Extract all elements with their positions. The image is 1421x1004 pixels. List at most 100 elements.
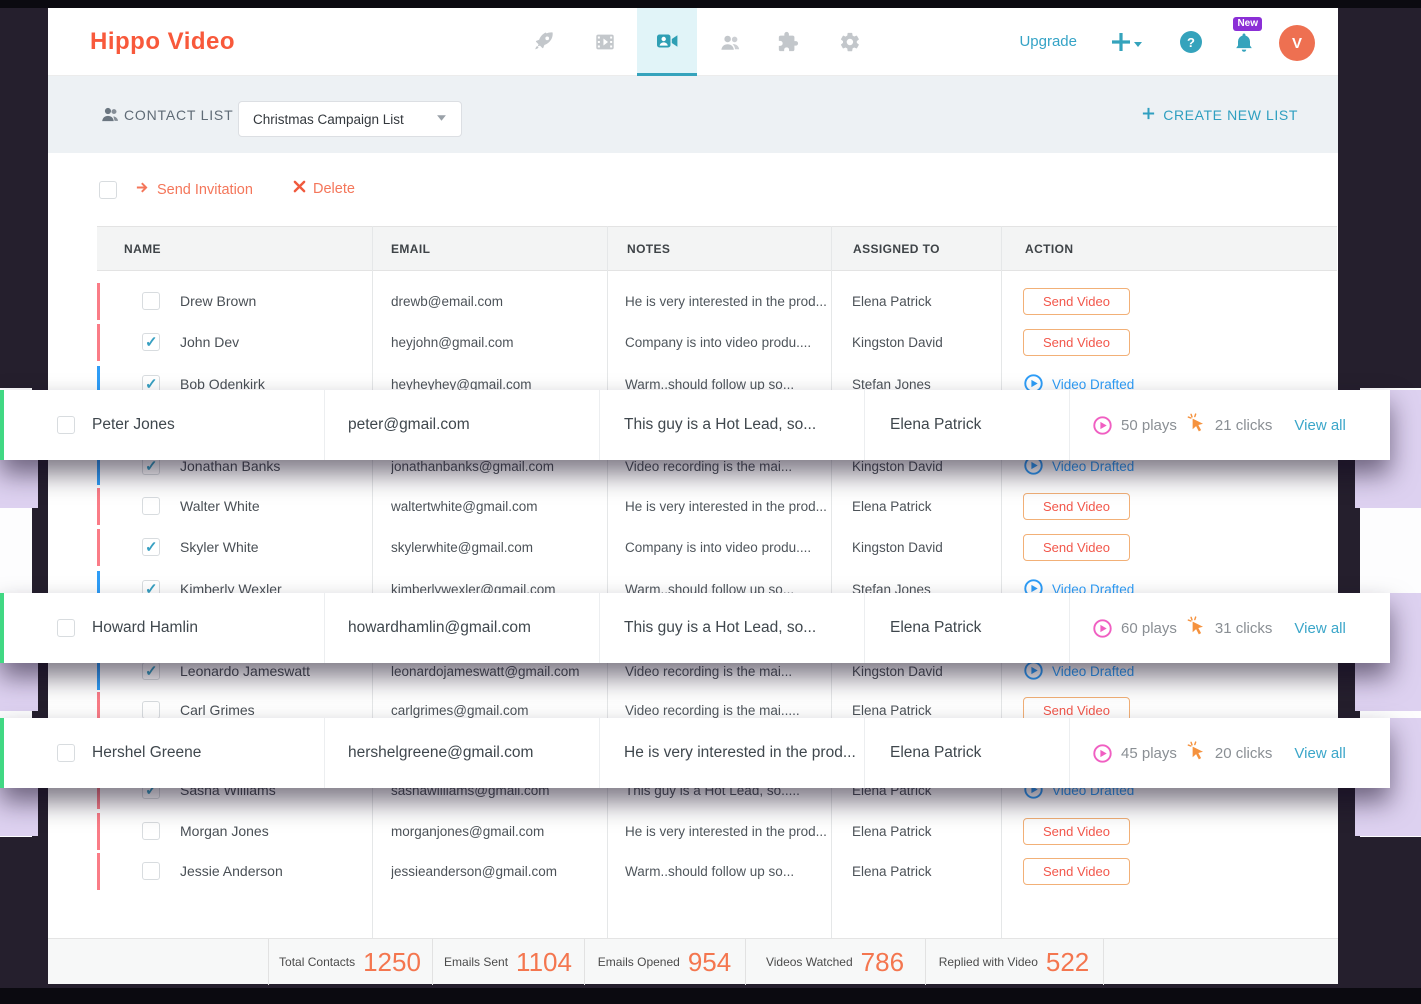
nav-tab-teams[interactable]: [700, 8, 760, 76]
column-divider: [864, 718, 865, 788]
view-all-link[interactable]: View all: [1294, 744, 1346, 762]
contact-email: heyjohn@gmail.com: [391, 335, 514, 350]
row-accent-bar: [97, 813, 100, 850]
row-checkbox[interactable]: [142, 292, 160, 310]
column-divider: [1069, 593, 1070, 663]
create-new-list-button[interactable]: CREATE NEW LIST: [1141, 106, 1298, 124]
row-checkbox[interactable]: [57, 619, 75, 637]
view-all-link[interactable]: View all: [1294, 619, 1346, 637]
clicks-count: 31 clicks: [1214, 619, 1273, 637]
notifications-button[interactable]: New: [1232, 17, 1262, 55]
column-divider: [324, 718, 325, 788]
artifact-lavender-block: [0, 788, 38, 836]
send-invitation-label: Send Invitation: [157, 181, 253, 198]
footer-stat: Replied with Video 522: [925, 939, 1103, 985]
nav-tab-launch[interactable]: [514, 8, 574, 76]
contact-email: jonathanbanks@gmail.com: [391, 459, 555, 474]
row-checkbox[interactable]: [142, 662, 160, 680]
assigned-to: Stefan Jones: [852, 377, 931, 392]
nav-tab-settings[interactable]: [820, 8, 880, 76]
row-checkbox[interactable]: [57, 416, 75, 434]
floating-contact-row[interactable]: Hershel Greene hershelgreene@gmail.com He …: [0, 718, 1390, 788]
assigned-to: Elena Patrick: [890, 619, 982, 636]
list-select-dropdown[interactable]: Christmas Campaign List: [238, 101, 462, 137]
delete-button[interactable]: Delete: [293, 180, 355, 197]
contact-email: carlgrimes@gmail.com: [391, 703, 529, 718]
send-video-button[interactable]: Send Video: [1023, 858, 1130, 885]
footer-stat: Emails Opened 954: [584, 939, 745, 985]
row-checkbox[interactable]: [142, 701, 160, 719]
table-row: Bob Odenkirk heyheyhey@gmail.com Warm..sho…: [97, 364, 1337, 405]
column-header-assigned-to[interactable]: ASSIGNED TO: [853, 242, 940, 256]
contact-email: peter@gmail.com: [348, 416, 470, 433]
contact-name: Bob Odenkirk: [180, 376, 265, 392]
plays-count: 60 plays: [1121, 619, 1177, 637]
contact-name: Hershel Greene: [92, 744, 202, 761]
footer-stat: Total Contacts 1250: [268, 939, 432, 985]
table-row: John Dev heyjohn@gmail.com Company is into…: [97, 322, 1337, 363]
column-divider: [607, 226, 608, 938]
quick-create-button[interactable]: [1109, 30, 1143, 59]
select-all-checkbox[interactable]: [99, 181, 117, 199]
row-accent-bar: [97, 324, 100, 361]
row-accent-bar: [97, 529, 100, 566]
send-video-button[interactable]: Send Video: [1023, 818, 1130, 845]
row-checkbox[interactable]: [57, 744, 75, 762]
contact-email: drewb@email.com: [391, 294, 503, 309]
video-drafted-label: Video Drafted: [1052, 664, 1135, 679]
row-checkbox[interactable]: [142, 822, 160, 840]
plays-stat: 45 plays: [1092, 743, 1177, 764]
plus-icon: [1109, 30, 1133, 59]
footer-stat-value: 1250: [363, 946, 421, 977]
row-checkbox[interactable]: [142, 862, 160, 880]
column-header-name[interactable]: NAME: [124, 242, 161, 256]
contact-name: Peter Jones: [92, 416, 175, 433]
contact-notes: Warm..should follow up so...: [625, 377, 795, 392]
table-row: Morgan Jones morganjones@gmail.com He is v…: [97, 811, 1337, 852]
table-row: Skyler White skylerwhite@gmail.com Company…: [97, 527, 1337, 568]
row-accent-bar: [97, 853, 100, 890]
upgrade-link[interactable]: Upgrade: [1019, 33, 1077, 50]
help-button[interactable]: ?: [1180, 31, 1202, 53]
nav-tab-video-contacts[interactable]: [637, 8, 697, 76]
clicks-count: 21 clicks: [1214, 416, 1273, 434]
send-video-button[interactable]: Send Video: [1023, 329, 1130, 356]
contact-notes: He is very interested in the prod...: [625, 294, 827, 309]
column-header-notes[interactable]: NOTES: [627, 242, 671, 256]
view-all-link[interactable]: View all: [1294, 416, 1346, 434]
row-checkbox[interactable]: [142, 497, 160, 515]
assigned-to: Kingston David: [852, 459, 943, 474]
contact-notes: Video recording is the mai...: [625, 664, 793, 679]
row-checkbox[interactable]: [142, 375, 160, 393]
row-checkbox[interactable]: [142, 333, 160, 351]
column-header-action[interactable]: ACTION: [1025, 242, 1074, 256]
footer-stat-label: Emails Sent: [444, 955, 509, 969]
top-navbar: Hippo Video: [48, 8, 1338, 76]
contact-notes: He is very interested in the prod...: [624, 744, 856, 761]
send-video-button[interactable]: Send Video: [1023, 534, 1130, 561]
assigned-to: Kingston David: [852, 540, 943, 555]
send-video-button[interactable]: Send Video: [1023, 288, 1130, 315]
floating-contact-row[interactable]: Howard Hamlin howardhamlin@gmail.com This …: [0, 593, 1390, 663]
send-video-button[interactable]: Send Video: [1023, 493, 1130, 520]
contact-email: howardhamlin@gmail.com: [348, 619, 531, 636]
play-circle-icon: [1092, 743, 1113, 764]
nav-tab-video-library[interactable]: [575, 8, 635, 76]
contact-name: Skyler White: [180, 539, 259, 555]
clicks-stat: 21 clicks: [1187, 413, 1273, 437]
assigned-to: Elena Patrick: [852, 864, 932, 879]
contact-notes: Company is into video produ....: [625, 540, 812, 555]
plays-count: 45 plays: [1121, 744, 1177, 762]
row-checkbox[interactable]: [142, 457, 160, 475]
user-avatar[interactable]: V: [1279, 25, 1315, 61]
contact-list-header: CONTACT LIST Christmas Campaign List CRE…: [48, 76, 1338, 153]
row-checkbox[interactable]: [142, 538, 160, 556]
nav-tab-integrations[interactable]: [758, 8, 818, 76]
send-invitation-button[interactable]: Send Invitation: [135, 180, 253, 199]
column-divider: [1001, 226, 1002, 938]
column-header-email[interactable]: EMAIL: [391, 242, 431, 256]
people-icon: [719, 31, 742, 54]
cursor-click-icon: [1187, 413, 1207, 437]
contact-email: morganjones@gmail.com: [391, 824, 545, 839]
floating-contact-row[interactable]: Peter Jones peter@gmail.com This guy is a …: [0, 390, 1390, 460]
